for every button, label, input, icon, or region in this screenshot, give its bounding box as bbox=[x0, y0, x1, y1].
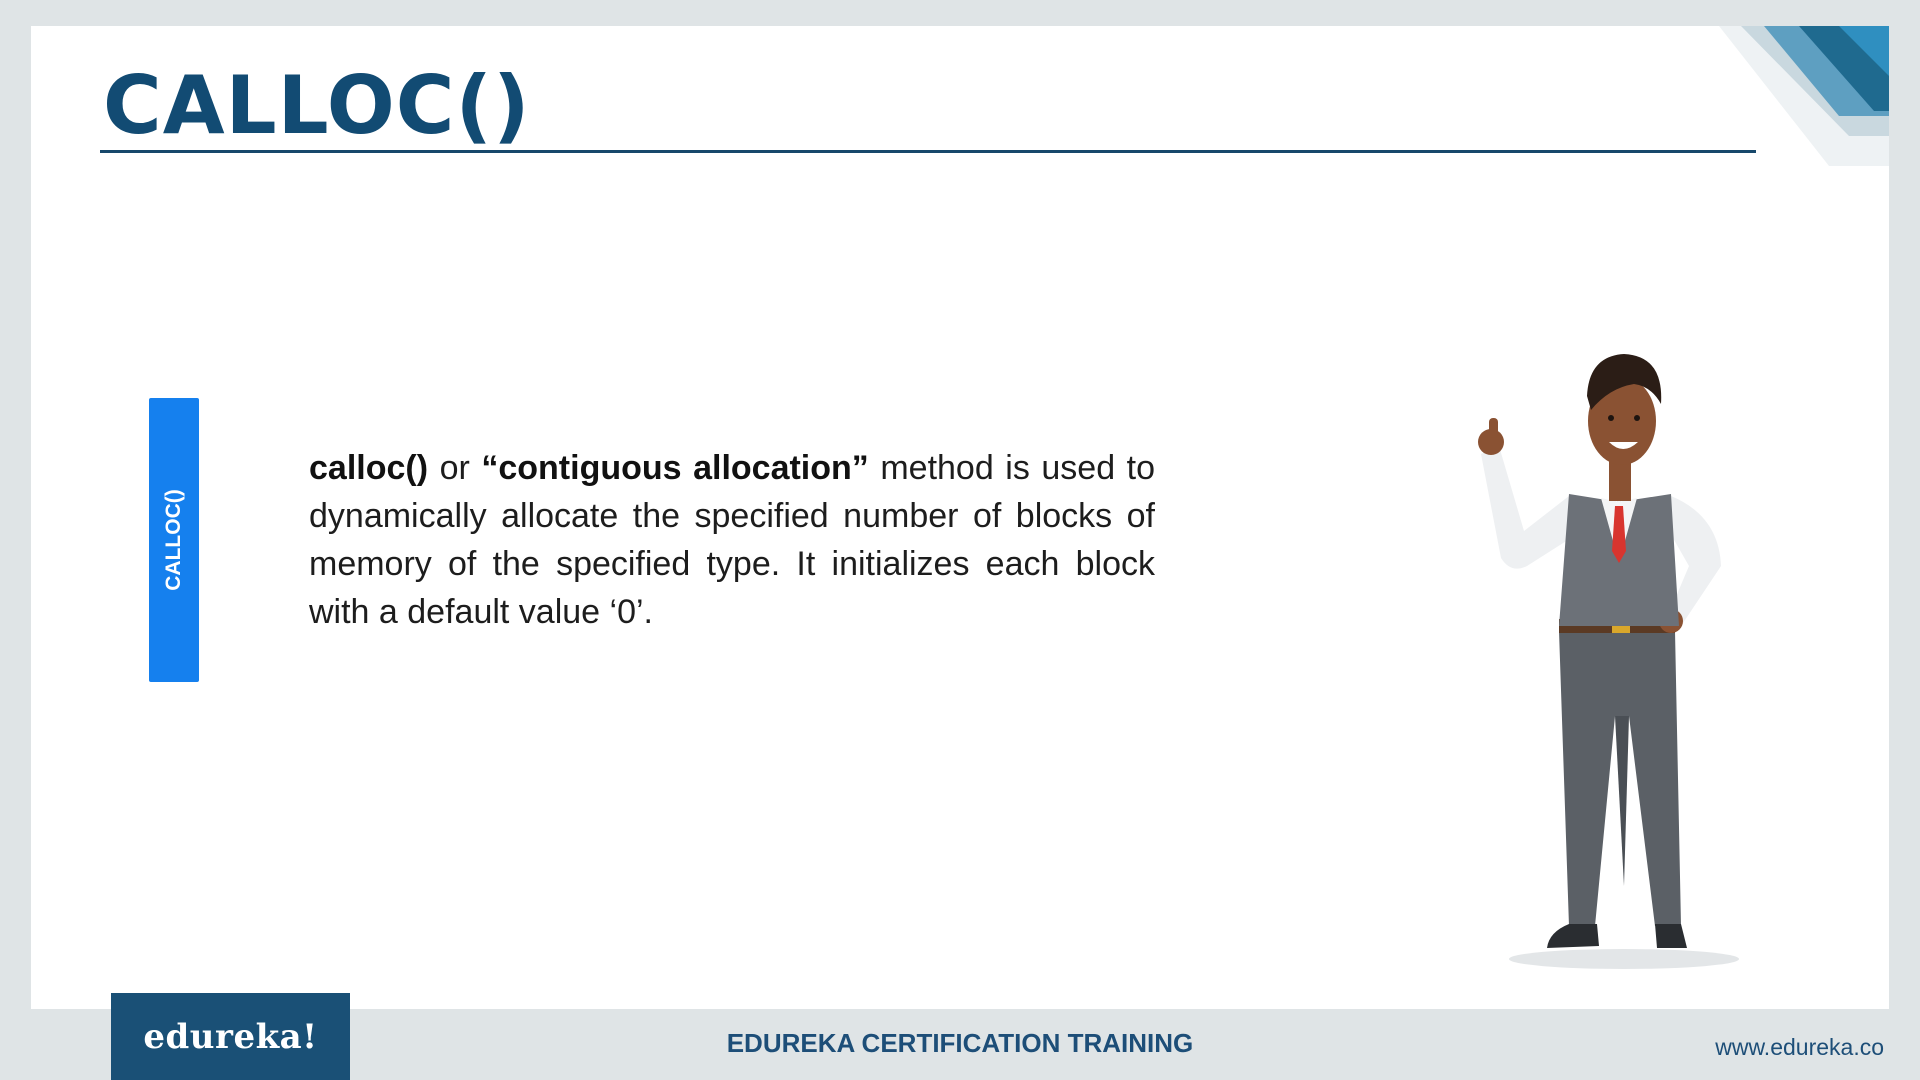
footer-url: www.edureka.co bbox=[1715, 1034, 1884, 1060]
side-tab-label: CALLOC() bbox=[162, 489, 185, 591]
edureka-logo: edureka! bbox=[111, 993, 350, 1080]
body-quoted-term: “contiguous allocation” bbox=[481, 449, 869, 487]
page-title: CALLOC() bbox=[103, 59, 531, 152]
logo-text: edureka! bbox=[143, 1016, 318, 1057]
footer-title: EDUREKA CERTIFICATION TRAINING bbox=[726, 1028, 1194, 1058]
presenter-illustration bbox=[1478, 354, 1739, 969]
corner-stripes-decoration bbox=[1719, 26, 1889, 166]
body-connector: or bbox=[428, 449, 482, 487]
body-rest: method is used to dynamically allocate t… bbox=[309, 449, 1155, 631]
side-tab: CALLOC() bbox=[149, 398, 199, 682]
body-paragraph: calloc() or “contiguous allocation” meth… bbox=[309, 444, 1155, 636]
title-underline bbox=[100, 150, 1756, 153]
slide-card: CALLOC() CALLOC() calloc() or “contiguou… bbox=[31, 26, 1889, 1009]
body-term: calloc() bbox=[309, 449, 429, 487]
